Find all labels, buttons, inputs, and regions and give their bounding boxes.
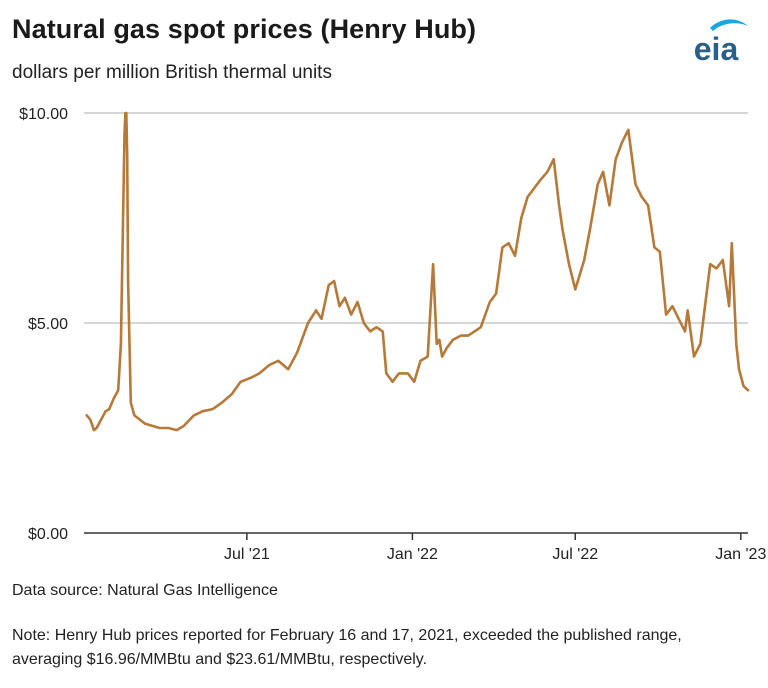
y-tick-label: $5.00	[28, 316, 68, 333]
x-tick-label: Jul '21	[224, 546, 270, 563]
eia-logo-swoosh-icon	[710, 19, 748, 31]
series-line	[85, 111, 750, 432]
eia-logo: eia	[694, 19, 748, 67]
y-tick-labels: $0.00 $5.00 $10.00	[19, 106, 68, 543]
eia-logo-text: eia	[694, 31, 739, 67]
data-source: Data source: Natural Gas Intelligence	[12, 582, 278, 599]
chart-note: Note: Henry Hub prices reported for Febr…	[12, 627, 682, 668]
x-tick-labels: Jul '21 Jan '22 Jul '22 Jan '23	[224, 546, 766, 563]
chart: $0.00 $5.00 $10.00 Jul '21 Jan '22 Jul '22 Ja…	[19, 106, 766, 563]
x-tick-label: Jul '22	[552, 546, 598, 563]
x-tick-label: Jan '23	[715, 546, 766, 563]
y-tick-label: $0.00	[28, 526, 68, 543]
y-tick-label: $10.00	[19, 106, 68, 123]
x-tick-label: Jan '22	[387, 546, 438, 563]
chart-subtitle: dollars per million British thermal unit…	[12, 62, 332, 83]
chart-title: Natural gas spot prices (Henry Hub)	[12, 14, 477, 44]
gridlines	[84, 112, 748, 324]
x-axis	[84, 532, 748, 540]
